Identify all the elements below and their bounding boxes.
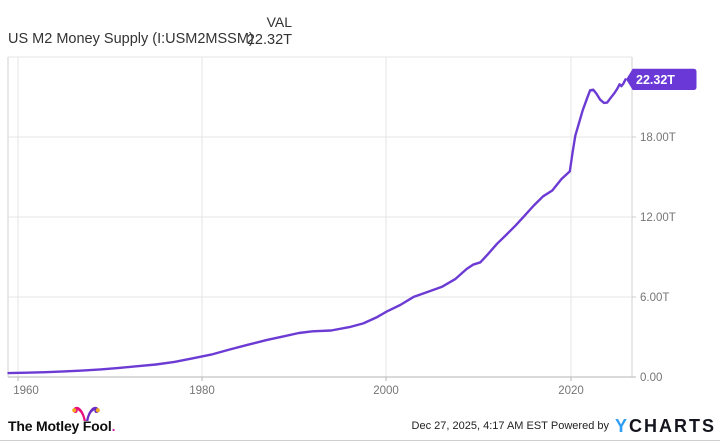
y-tick-0: 0.00 — [640, 372, 662, 384]
x-tick-2020: 2020 — [558, 385, 584, 397]
ycharts-charts: CHARTS — [629, 416, 716, 436]
motley-fool-logo[interactable]: The Motley Fool. — [8, 406, 116, 434]
y-tick-12: 12.00T — [640, 212, 676, 224]
val-current-value: 22.32T — [246, 32, 292, 48]
m2-line-chart: 1960 1980 2000 2020 0.00 6.00T 12.00T 18… — [7, 56, 697, 397]
motley-fool-period: . — [111, 418, 116, 434]
ycharts-y: Y — [614, 416, 629, 436]
val-column-header: VAL — [266, 14, 292, 30]
val-column: VAL 22.32T — [160, 14, 292, 48]
badge-shape — [626, 68, 697, 90]
ycharts-logo[interactable]: YCHARTS — [615, 417, 716, 435]
powered-by-label: Powered by — [550, 420, 609, 432]
y-tick-18: 18.00T — [640, 132, 676, 144]
footer: The Motley Fool. Dec 27, 2025, 4:17 AM E… — [0, 400, 720, 440]
m2-series-line — [7, 78, 627, 375]
x-tick-1960: 1960 — [13, 385, 39, 397]
jester-hat-icon — [72, 406, 100, 421]
motley-fool-wordmark: The Motley Fool — [8, 418, 112, 434]
chart-title: US M2 Money Supply (I:USM2MSSM) — [8, 31, 254, 47]
last-value-badge: 22.32T — [626, 68, 697, 90]
x-tick-1980: 1980 — [189, 385, 215, 397]
y-axis: 0.00 6.00T 12.00T 18.00T — [632, 132, 676, 384]
x-axis: 1960 1980 2000 2020 — [8, 376, 632, 397]
y-tick-6: 6.00T — [640, 292, 669, 304]
badge-value: 22.32T — [636, 73, 675, 87]
footer-attribution: Dec 27, 2025, 4:17 AM EST Powered by YCH… — [412, 417, 716, 435]
timestamp: Dec 27, 2025, 4:17 AM EST — [411, 420, 548, 432]
chart-gridlines — [8, 57, 632, 377]
x-tick-2000: 2000 — [373, 385, 399, 397]
